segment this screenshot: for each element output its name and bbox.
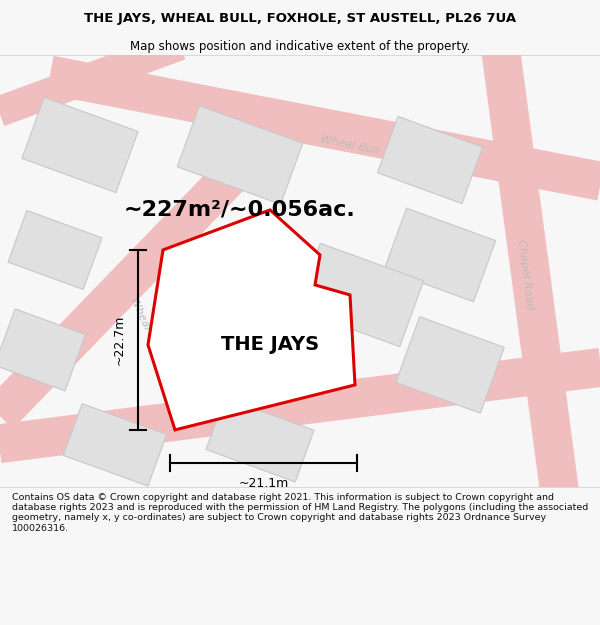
Text: Chapel Road: Chapel Road <box>516 239 534 311</box>
Polygon shape <box>8 211 102 289</box>
Text: Wheal Bull: Wheal Bull <box>128 296 162 354</box>
Polygon shape <box>22 98 138 192</box>
Polygon shape <box>377 116 482 204</box>
Text: Wheal Bull: Wheal Bull <box>320 134 380 156</box>
Polygon shape <box>296 243 424 347</box>
Polygon shape <box>64 404 167 486</box>
Text: ~22.7m: ~22.7m <box>113 315 126 365</box>
Polygon shape <box>148 210 355 430</box>
Polygon shape <box>206 398 314 482</box>
Polygon shape <box>177 106 303 204</box>
Text: THE JAYS, WHEAL BULL, FOXHOLE, ST AUSTELL, PL26 7UA: THE JAYS, WHEAL BULL, FOXHOLE, ST AUSTEL… <box>84 12 516 25</box>
Polygon shape <box>396 317 504 413</box>
Text: THE JAYS: THE JAYS <box>221 336 319 354</box>
Polygon shape <box>384 208 496 302</box>
Text: Contains OS data © Crown copyright and database right 2021. This information is : Contains OS data © Crown copyright and d… <box>12 492 588 533</box>
Text: ~21.1m: ~21.1m <box>238 477 289 490</box>
Polygon shape <box>0 309 85 391</box>
Text: Map shows position and indicative extent of the property.: Map shows position and indicative extent… <box>130 39 470 52</box>
Text: ~227m²/~0.056ac.: ~227m²/~0.056ac. <box>124 200 356 220</box>
